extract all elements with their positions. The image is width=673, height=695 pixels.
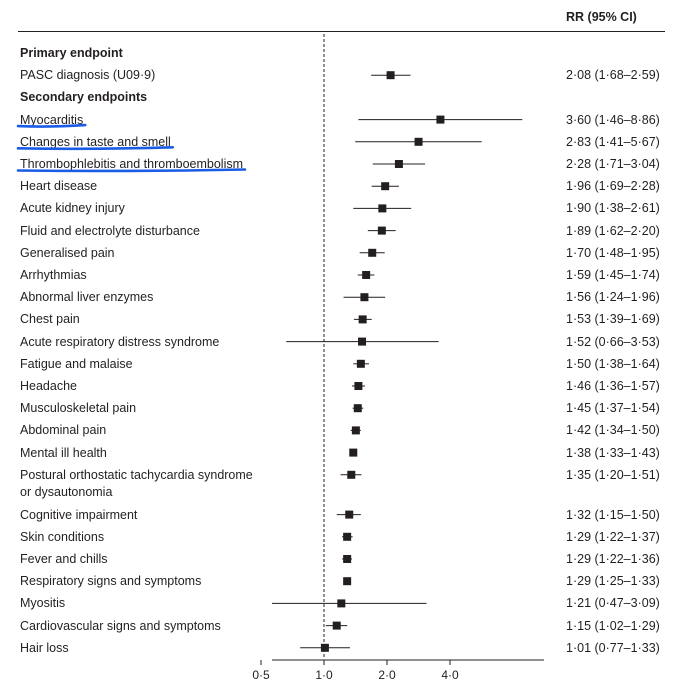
point-estimate xyxy=(358,315,367,324)
row-label: Changes in taste and smell xyxy=(20,134,171,149)
rr-value: 2·83 (1·41–5·67) xyxy=(566,134,660,149)
rr-value: 1·50 (1·38–1·64) xyxy=(566,356,660,371)
point-estimate xyxy=(362,271,371,279)
rr-value: 1·29 (1·22–1·37) xyxy=(566,529,660,544)
point-estimate xyxy=(320,643,329,652)
row-label: Fever and chills xyxy=(20,552,108,566)
rr-value: 1·38 (1·33–1·43) xyxy=(566,445,660,460)
row-label: Fatigue and malaise xyxy=(20,356,133,371)
row-label: Skin conditions xyxy=(20,529,105,544)
row-label: Abnormal liver enzymes xyxy=(20,290,154,305)
point-estimate xyxy=(351,426,360,435)
row-label-continued: or dysautonomia xyxy=(20,485,113,500)
point-estimate xyxy=(337,599,346,608)
row-label: Hair loss xyxy=(20,640,69,655)
rr-value: 3·60 (1·46–8·86) xyxy=(566,112,660,127)
x-tick-label: 2·0 xyxy=(378,668,396,682)
point-estimate xyxy=(394,160,403,168)
rr-value: 1·35 (1·20–1·51) xyxy=(566,467,660,482)
rr-value: 1·32 (1·15–1·50) xyxy=(566,507,660,522)
row-label: Respiratory signs and symptoms xyxy=(20,574,202,589)
row-label: Arrhythmias xyxy=(20,268,87,282)
x-tick-label: 4·0 xyxy=(441,668,459,682)
point-estimate xyxy=(343,577,352,586)
point-estimate xyxy=(381,182,390,191)
point-estimate xyxy=(349,448,358,457)
row-label: Abdominal pain xyxy=(20,423,107,438)
header-rule xyxy=(18,31,665,32)
section-heading: Primary endpoint xyxy=(20,46,123,60)
rr-value: 1·01 (0·77–1·33) xyxy=(566,640,660,655)
rr-value: 1·53 (1·39–1·69) xyxy=(566,312,660,327)
point-estimate xyxy=(358,337,367,346)
point-estimate xyxy=(368,248,377,257)
row-label: Cardiovascular signs and symptoms xyxy=(20,618,221,633)
point-estimate xyxy=(386,71,395,80)
point-estimate xyxy=(343,555,352,563)
rr-value: 1·45 (1·37–1·54) xyxy=(566,401,660,416)
row-label: Generalised pain xyxy=(20,245,115,260)
rr-value: 1·90 (1·38–2·61) xyxy=(566,201,660,216)
point-estimate xyxy=(345,510,354,519)
x-tick-label: 0·5 xyxy=(252,668,270,682)
rr-value: 1·52 (0·66–3·53) xyxy=(566,334,660,349)
row-label: Myositis xyxy=(20,596,66,611)
point-estimate xyxy=(354,382,363,390)
rr-value: 2·28 (1·71–3·04) xyxy=(566,157,660,171)
row-label: Acute kidney injury xyxy=(20,201,125,216)
x-tick-label: 1·0 xyxy=(315,668,333,682)
point-estimate xyxy=(332,621,341,630)
point-estimate xyxy=(414,137,423,146)
rr-value: 1·46 (1·36–1·57) xyxy=(566,379,660,393)
rr-value: 1·15 (1·02–1·29) xyxy=(566,618,660,633)
row-label: Musculoskeletal pain xyxy=(20,401,137,416)
row-label: Chest pain xyxy=(20,312,80,327)
rr-value: 1·29 (1·25–1·33) xyxy=(566,574,660,589)
point-estimate xyxy=(353,404,362,413)
row-label: Myocarditis xyxy=(20,112,84,127)
rr-value: 1·21 (0·47–3·09) xyxy=(566,596,660,611)
point-estimate xyxy=(343,532,352,541)
row-label: Headache xyxy=(20,379,77,393)
rr-value: 2·08 (1·68–2·59) xyxy=(566,68,660,83)
row-label: Fluid and electrolyte disturbance xyxy=(20,223,200,238)
point-estimate xyxy=(347,470,356,479)
rr-value: 1·70 (1·48–1·95) xyxy=(566,245,660,260)
row-label: Thrombophlebitis and thromboembolism xyxy=(20,157,244,171)
row-label: Postural orthostatic tachycardia syndrom… xyxy=(20,467,253,482)
point-estimate xyxy=(378,204,387,213)
point-estimate xyxy=(356,359,365,368)
point-estimate xyxy=(436,115,445,124)
row-label: Heart disease xyxy=(20,179,98,194)
point-estimate xyxy=(377,226,386,235)
point-estimate xyxy=(360,293,369,302)
rr-value: 1·59 (1·45–1·74) xyxy=(566,268,660,282)
row-label: Acute respiratory distress syndrome xyxy=(20,334,220,349)
rr-value: 1·56 (1·24–1·96) xyxy=(566,290,660,305)
rr-value: 1·29 (1·22–1·36) xyxy=(566,552,660,566)
rr-column-header: RR (95% CI) xyxy=(566,10,637,24)
row-label: PASC diagnosis (U09·9) xyxy=(20,68,156,83)
section-heading: Secondary endpoints xyxy=(20,90,148,105)
row-label: Cognitive impairment xyxy=(20,507,138,522)
rr-value: 1·96 (1·69–2·28) xyxy=(566,179,660,194)
rr-value: 1·89 (1·62–2·20) xyxy=(566,223,660,238)
row-label: Mental ill health xyxy=(20,445,107,460)
rr-value: 1·42 (1·34–1·50) xyxy=(566,423,660,438)
